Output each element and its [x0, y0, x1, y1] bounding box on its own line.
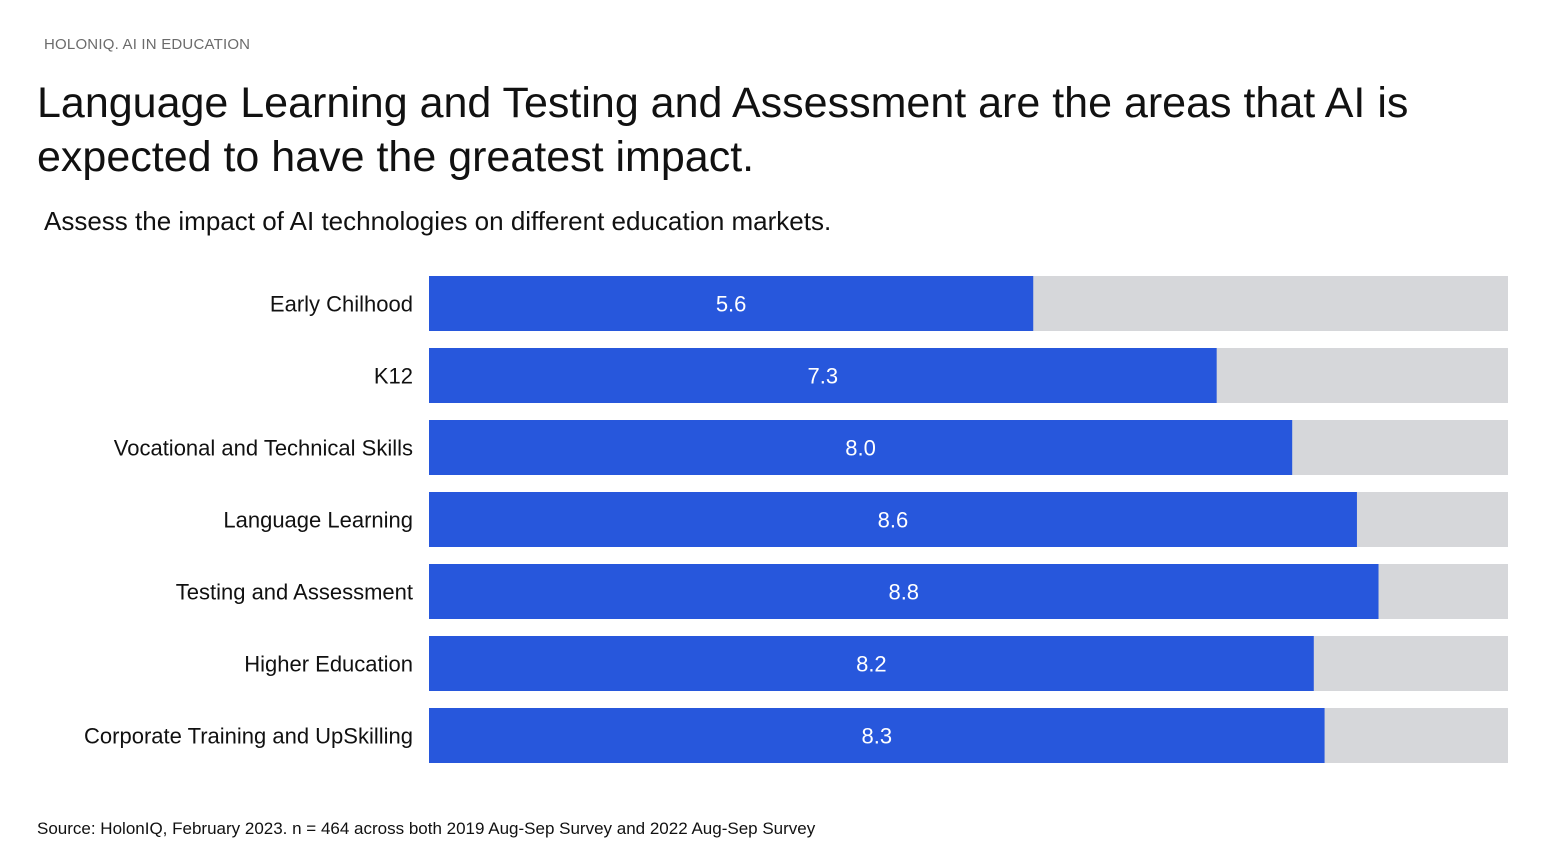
bar	[429, 636, 1314, 691]
bar-value-label: 8.6	[878, 508, 909, 533]
bar-value-label: 8.2	[856, 652, 887, 677]
category-label: Testing and Assessment	[176, 580, 413, 605]
bar-chart: 5.6 Early Chilhood 7.3 K12 8.0 Vocational and…	[0, 266, 1547, 776]
chart-subtitle: Assess the impact of AI technologies on …	[44, 206, 832, 236]
bar-value-label: 5.6	[716, 292, 747, 317]
bar	[429, 420, 1293, 475]
bar	[429, 708, 1325, 763]
category-label: K12	[374, 364, 413, 389]
bar-value-label: 7.3	[808, 364, 839, 389]
page-title: Language Learning and Testing and Assess…	[37, 79, 1409, 181]
category-label: Language Learning	[223, 508, 413, 533]
eyebrow-label: HOLONIQ. AI IN EDUCATION	[44, 36, 251, 53]
bar	[429, 564, 1379, 619]
bar-value-label: 8.3	[861, 724, 892, 749]
bar	[429, 348, 1217, 403]
bar-chart-svg: 5.6 Early Chilhood 7.3 K12 8.0 Vocational and…	[84, 276, 1508, 763]
bar	[429, 492, 1357, 547]
source-note: Source: HolonIQ, February 2023. n = 464 …	[37, 819, 816, 838]
bar-value-label: 8.0	[845, 436, 876, 461]
category-label: Early Chilhood	[270, 292, 413, 317]
bar-value-label: 8.8	[888, 580, 919, 605]
category-label: Higher Education	[244, 652, 413, 677]
category-label: Corporate Training and UpSkilling	[84, 724, 413, 749]
bar	[429, 276, 1034, 331]
category-label: Vocational and Technical Skills	[114, 436, 413, 461]
